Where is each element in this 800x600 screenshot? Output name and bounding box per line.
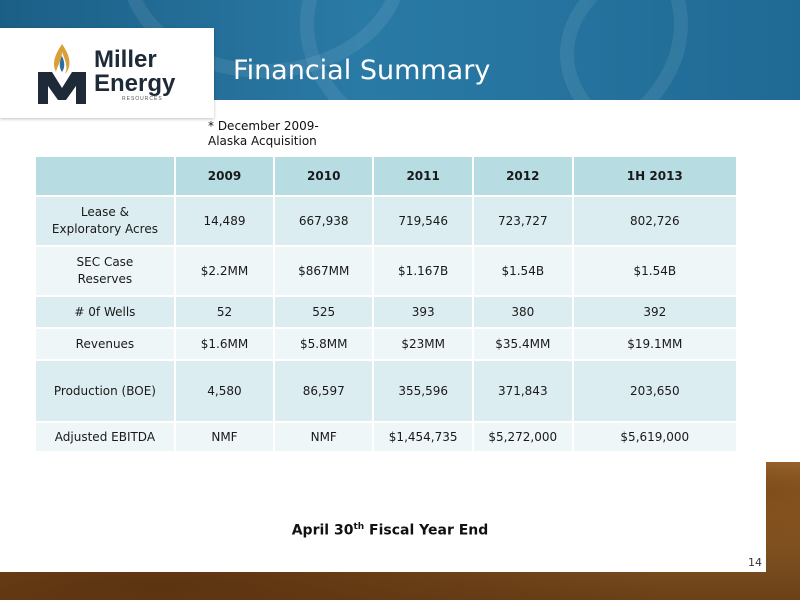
table-cell: NMF xyxy=(175,423,274,451)
table-cell: $1.6MM xyxy=(175,329,274,359)
column-header: 2010 xyxy=(275,157,373,195)
table-cell: $5,619,000 xyxy=(573,423,736,451)
table-cell: NMF xyxy=(275,423,373,451)
logo-word-energy: Energy xyxy=(94,70,176,97)
table-cell: 86,597 xyxy=(275,361,373,421)
table-row: # 0f Wells 52 525 393 380 392 xyxy=(36,297,736,327)
logo-panel: Miller Energy RESOURCES xyxy=(0,28,214,118)
row-label: SEC Case Reserves xyxy=(36,247,174,295)
table-cell: 392 xyxy=(573,297,736,327)
logo-subtitle: RESOURCES xyxy=(122,96,163,102)
table-cell: $19.1MM xyxy=(573,329,736,359)
row-label: Production (BOE) xyxy=(36,361,174,421)
footer-text-pre: April 30 xyxy=(291,522,354,539)
table-cell: 723,727 xyxy=(473,197,572,245)
table-row: Lease & Exploratory Acres 14,489 667,938… xyxy=(36,197,736,245)
slide-title: Financial Summary xyxy=(233,55,491,86)
footer-superscript: th xyxy=(353,522,365,532)
logo-mark-icon xyxy=(38,44,86,104)
table-cell: 14,489 xyxy=(175,197,274,245)
table-cell: 52 xyxy=(175,297,274,327)
row-label: Adjusted EBITDA xyxy=(36,423,174,451)
table-cell: $2.2MM xyxy=(175,247,274,295)
table-cell: 203,650 xyxy=(573,361,736,421)
company-logo: Miller Energy RESOURCES xyxy=(32,38,178,110)
bottom-white-panel xyxy=(0,462,766,572)
table-cell: 371,843 xyxy=(473,361,572,421)
table-cell: $5.8MM xyxy=(275,329,373,359)
table-cell: $1.167B xyxy=(374,247,472,295)
footer-text-post: Fiscal Year End xyxy=(364,522,489,539)
banner-swirl xyxy=(560,0,800,100)
table-cell: $867MM xyxy=(275,247,373,295)
table-cell: 719,546 xyxy=(374,197,472,245)
table-cell: 393 xyxy=(374,297,472,327)
page-number: 14 xyxy=(748,556,762,569)
fiscal-year-note: April 30th Fiscal Year End xyxy=(0,522,780,539)
table-cell: 4,580 xyxy=(175,361,274,421)
table-cell: $5,272,000 xyxy=(473,423,572,451)
table-row: SEC Case Reserves $2.2MM $867MM $1.167B … xyxy=(36,247,736,295)
table-cell: $1.54B xyxy=(573,247,736,295)
table-row: Production (BOE) 4,580 86,597 355,596 37… xyxy=(36,361,736,421)
acquisition-note: * December 2009- Alaska Acquisition xyxy=(208,119,319,149)
table-header-row: 2009 2010 2011 2012 1H 2013 xyxy=(36,157,736,195)
table-cell: 667,938 xyxy=(275,197,373,245)
row-label: # 0f Wells xyxy=(36,297,174,327)
table-cell: $1,454,735 xyxy=(374,423,472,451)
column-header: 2009 xyxy=(175,157,274,195)
note-line-2: Alaska Acquisition xyxy=(208,134,317,148)
table-cell: 525 xyxy=(275,297,373,327)
table-cell: $1.54B xyxy=(473,247,572,295)
table-row: Revenues $1.6MM $5.8MM $23MM $35.4MM $19… xyxy=(36,329,736,359)
table-cell: $23MM xyxy=(374,329,472,359)
column-header: 2012 xyxy=(473,157,572,195)
column-header: 1H 2013 xyxy=(573,157,736,195)
table-row: Adjusted EBITDA NMF NMF $1,454,735 $5,27… xyxy=(36,423,736,451)
table-cell: 802,726 xyxy=(573,197,736,245)
logo-word-miller: Miller xyxy=(94,46,157,73)
financial-summary-table: 2009 2010 2011 2012 1H 2013 Lease & Expl… xyxy=(34,155,738,453)
row-label: Lease & Exploratory Acres xyxy=(36,197,174,245)
column-header: 2011 xyxy=(374,157,472,195)
table-cell: 380 xyxy=(473,297,572,327)
table-cell: 355,596 xyxy=(374,361,472,421)
column-header xyxy=(36,157,174,195)
note-line-1: * December 2009- xyxy=(208,119,319,133)
row-label: Revenues xyxy=(36,329,174,359)
table-cell: $35.4MM xyxy=(473,329,572,359)
